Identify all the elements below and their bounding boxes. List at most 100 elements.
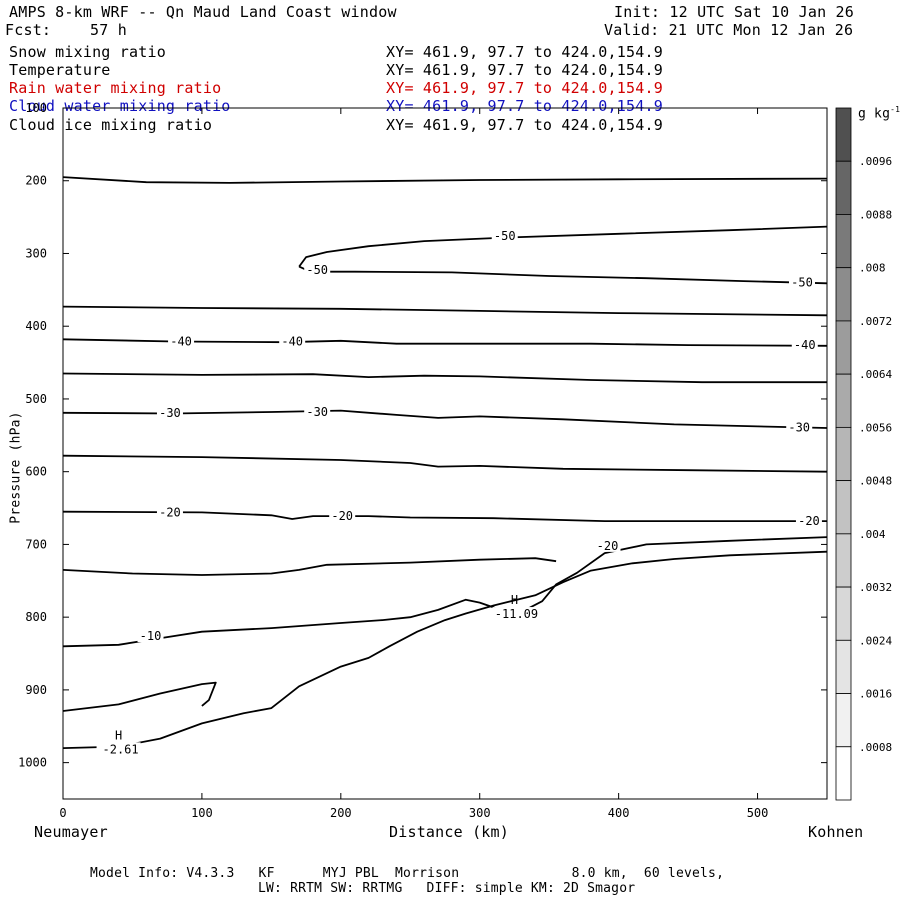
colorbar-units: g kg-1 — [858, 105, 900, 122]
x-tick-label: 200 — [330, 806, 352, 820]
colorbar-segment — [835, 214, 852, 269]
y-tick-label: 300 — [25, 246, 47, 260]
contour-line — [62, 176, 828, 184]
y-tick-label: 500 — [25, 392, 47, 406]
x-tick-label: 400 — [608, 806, 630, 820]
contour-label: -20 — [597, 539, 619, 553]
contour-label-bg — [156, 504, 183, 519]
field-xy-cloud-water: XY= 461.9, 97.7 to 424.0,154.9 — [386, 97, 663, 115]
contour-line — [62, 550, 828, 749]
contour-label-bg — [279, 333, 306, 348]
contour-label: -40 — [281, 334, 303, 348]
y-tick-label: 400 — [25, 319, 47, 333]
contour-labels: -50 -50 -50 -40 -40 -40 -30 -30 -30 -20 -20 -20 -20 -… — [96, 228, 822, 756]
colorbar-segment — [835, 320, 852, 375]
colorbar-tick-label: .0096 — [859, 155, 892, 168]
field-xy-snow: XY= 461.9, 97.7 to 424.0,154.9 — [386, 43, 663, 61]
contour-label-bg — [594, 537, 621, 552]
contour-label: -30 — [306, 405, 328, 419]
contour-label-bg — [168, 333, 195, 348]
contour-label: -20 — [159, 505, 181, 519]
colorbar-tick-label: .0032 — [859, 581, 892, 594]
contour-label: -20 — [331, 509, 353, 523]
contour-line — [62, 536, 828, 648]
x-tick-label: 500 — [747, 806, 769, 820]
x-tick-label: 100 — [191, 806, 213, 820]
contour-line — [62, 305, 828, 317]
forecast-hour: 57 h — [90, 21, 127, 39]
colorbar-tick-label: .0064 — [859, 368, 892, 381]
contour-line — [62, 557, 557, 576]
contour-label-bg — [156, 404, 183, 419]
contour-line — [62, 372, 827, 384]
plot-frame — [62, 107, 828, 800]
colorbar-tick-label: .0016 — [859, 688, 892, 701]
model-physics: LW: RRTM SW: RRTMG DIFF: simple KM: 2D S… — [258, 881, 636, 896]
x-tick-label: 300 — [469, 806, 491, 820]
contour-label: -50 — [306, 263, 328, 277]
contour-line — [62, 510, 827, 522]
colorbar-segment — [835, 586, 852, 641]
colorbar-segment — [835, 267, 852, 322]
left-endpoint-label: Neumayer — [34, 823, 108, 841]
extremum-value: -2.61 — [103, 742, 139, 756]
colorbar-tick-label: .008 — [859, 262, 886, 275]
contour-label-bg — [329, 508, 356, 523]
contour-line — [62, 454, 828, 473]
contour-label-bg — [795, 513, 822, 528]
colorbar-segment — [835, 480, 852, 535]
colorbar-tick-label: .004 — [859, 528, 886, 541]
extremum-value: -11.09 — [495, 607, 538, 621]
colorbar-segment — [835, 373, 852, 428]
colorbar-segment — [835, 533, 852, 588]
contour-label: -20 — [798, 514, 820, 528]
contour-line — [62, 338, 828, 347]
colorbar-tick-label: .0048 — [859, 475, 892, 488]
x-tick-label: 0 — [59, 806, 66, 820]
colorbar-tick-label: .0088 — [859, 208, 892, 221]
y-tick-label: 200 — [25, 174, 47, 188]
y-tick-label: 1000 — [18, 756, 47, 770]
colorbar-segment — [835, 693, 852, 748]
extremum-symbol: H — [511, 593, 518, 607]
contour-label: -30 — [788, 420, 810, 434]
contour-line — [298, 265, 828, 285]
colorbar-tick-label: .0008 — [859, 741, 892, 754]
axes: 0 100 200 300 400 500 100 200 300 400 500 600 700 800… — [18, 101, 827, 820]
colorbar-segment — [835, 107, 852, 162]
extremum-value-bg — [492, 607, 537, 621]
chart-title: AMPS 8-km WRF -- Qn Maud Land Coast wind… — [9, 3, 397, 21]
extremum-symbol: H — [115, 728, 122, 742]
contour-label: -10 — [140, 629, 162, 643]
contour-label: -50 — [494, 229, 516, 243]
contour-label-bg — [304, 404, 331, 419]
colorbar-segment — [835, 746, 852, 801]
field-name-cloud-water: Cloud water mixing ratio — [9, 97, 231, 115]
contour-label: -40 — [794, 338, 816, 352]
y-axis-label: Pressure (hPa) — [8, 411, 24, 524]
forecast-label: Fcst: — [5, 21, 52, 39]
contour-line — [62, 409, 828, 429]
extremum-value-bg — [96, 742, 141, 756]
x-axis-label: Distance (km) — [389, 823, 509, 841]
temperature-contours — [62, 176, 828, 749]
y-tick-label: 900 — [25, 683, 47, 697]
colorbar-segment — [835, 426, 852, 482]
colorbar-tick-label: .0056 — [859, 421, 892, 434]
contour-label-bg — [491, 228, 518, 243]
contour-label-bg — [791, 337, 818, 352]
y-tick-label: 800 — [25, 610, 47, 624]
colorbar-segment — [835, 639, 852, 694]
colorbar-segment — [835, 160, 852, 215]
contour-label: -40 — [170, 334, 192, 348]
contour-label: -30 — [159, 406, 181, 420]
contour-line — [62, 681, 217, 712]
right-endpoint-label: Kohnen — [808, 823, 864, 841]
contour-label: -50 — [791, 276, 813, 290]
colorbar-tick-label: .0024 — [859, 634, 892, 647]
y-tick-label: 700 — [25, 537, 47, 551]
contour-label-bg — [137, 628, 164, 643]
valid-time: Valid: 21 UTC Mon 12 Jan 26 — [604, 21, 854, 39]
field-xy-temperature: XY= 461.9, 97.7 to 424.0,154.9 — [386, 61, 663, 79]
